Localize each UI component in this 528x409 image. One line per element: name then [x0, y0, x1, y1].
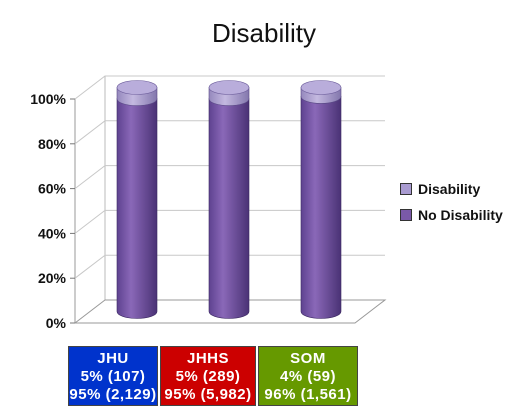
bar-cap-som [300, 80, 342, 95]
y-tick-label: 60% [38, 181, 67, 197]
bar-cap-jhu [116, 80, 158, 95]
legend-item-no-disability: No Disability [400, 204, 503, 226]
bar-no-disability-som [300, 96, 342, 319]
chart-legend: Disability No Disability [400, 178, 503, 230]
legend-swatch-no-disability [400, 209, 412, 221]
y-tick-label: 0% [46, 315, 67, 331]
bar-cap-jhhs [208, 80, 250, 95]
info-box-jhu-line1: 5% (107) [80, 368, 146, 385]
info-box-som-line2: 96% (1,561) [264, 386, 352, 403]
y-tick-label: 100% [30, 91, 66, 107]
legend-swatch-disability [400, 183, 412, 195]
info-box-jhhs-label: JHHS [186, 350, 229, 367]
gridline [74, 209, 385, 234]
gridline [74, 75, 385, 100]
legend-label-no-disability: No Disability [418, 207, 503, 223]
legend-item-disability: Disability [400, 178, 503, 200]
info-box-jhu: JHU 5% (107) 95% (2,129) [68, 346, 158, 406]
info-box-jhu-line2: 95% (2,129) [69, 386, 157, 403]
chart-title: Disability [211, 18, 317, 48]
gridline [74, 165, 385, 189]
info-box-jhhs-line1: 5% (289) [175, 368, 241, 385]
info-box-jhhs-line2: 95% (5,982) [164, 386, 252, 403]
info-box-jhu-label: JHU [97, 350, 129, 367]
bar-no-disability-jhu [116, 98, 158, 319]
legend-label-disability: Disability [418, 181, 481, 197]
info-box-som-label: SOM [290, 350, 326, 367]
y-tick-label: 80% [38, 136, 67, 152]
info-box-som: SOM 4% (59) 96% (1,561) [258, 346, 358, 406]
info-box-jhhs: JHHS 5% (289) 95% (5,982) [160, 346, 256, 406]
info-box-som-line1: 4% (59) [279, 368, 337, 385]
gridline [74, 120, 385, 145]
y-tick-label: 40% [38, 225, 67, 241]
y-tick-label: 20% [38, 270, 67, 286]
gridline [74, 254, 385, 279]
bar-no-disability-jhhs [208, 98, 250, 319]
